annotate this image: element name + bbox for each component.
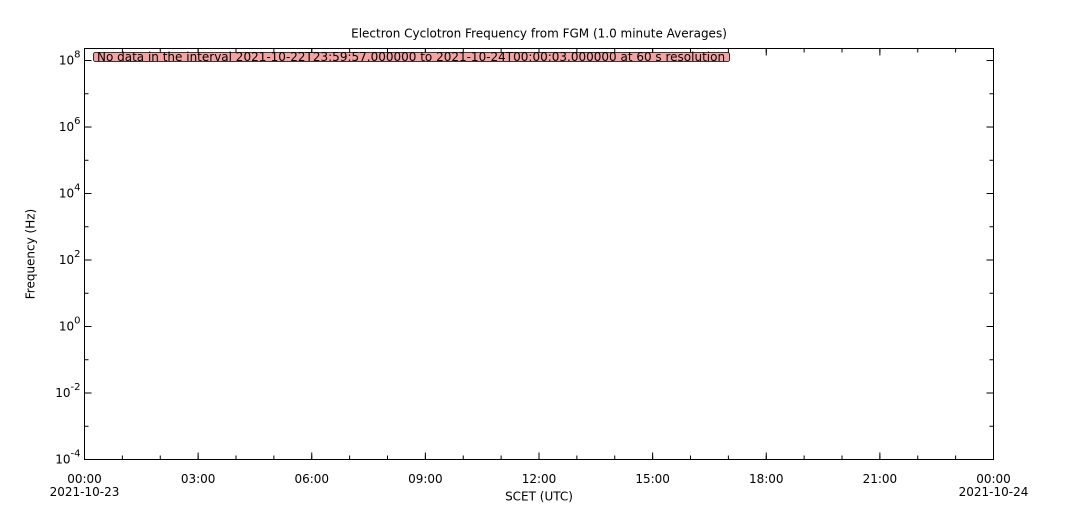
- x-date-label: 2021-10-23: [50, 485, 120, 499]
- y-tick-label: 10-2: [55, 382, 80, 400]
- y-tick-label: 102: [59, 249, 81, 267]
- annotation-box: [93, 52, 730, 62]
- annotation-text: No data in the interval 2021-10-22T23:59…: [97, 50, 725, 64]
- x-tick-label: 18:00: [749, 472, 784, 486]
- x-tick-label: 15:00: [635, 472, 670, 486]
- y-tick-label: 108: [59, 50, 81, 67]
- x-tick-label: 00:00: [976, 472, 1011, 486]
- y-tick-label: 100: [59, 316, 81, 334]
- x-tick-label: 21:00: [863, 472, 898, 486]
- annotation: No data in the interval 2021-10-22T23:59…: [93, 50, 730, 64]
- x-date-label: 2021-10-24: [959, 485, 1029, 499]
- x-tick-label: 00:00: [67, 472, 102, 486]
- x-tick-label: 09:00: [408, 472, 443, 486]
- x-tick-label: 03:00: [181, 472, 216, 486]
- y-tick-label: 104: [59, 183, 81, 201]
- x-axis-label: SCET (UTC): [505, 490, 573, 504]
- chart-title: Electron Cyclotron Frequency from FGM (1…: [351, 27, 727, 41]
- y-tick-label: 106: [59, 116, 81, 134]
- x-tick-label: 06:00: [294, 472, 329, 486]
- x-tick-label: 12:00: [522, 472, 557, 486]
- y-tick-label: 10-4: [55, 449, 80, 467]
- y-axis-label: Frequency (Hz): [24, 209, 38, 300]
